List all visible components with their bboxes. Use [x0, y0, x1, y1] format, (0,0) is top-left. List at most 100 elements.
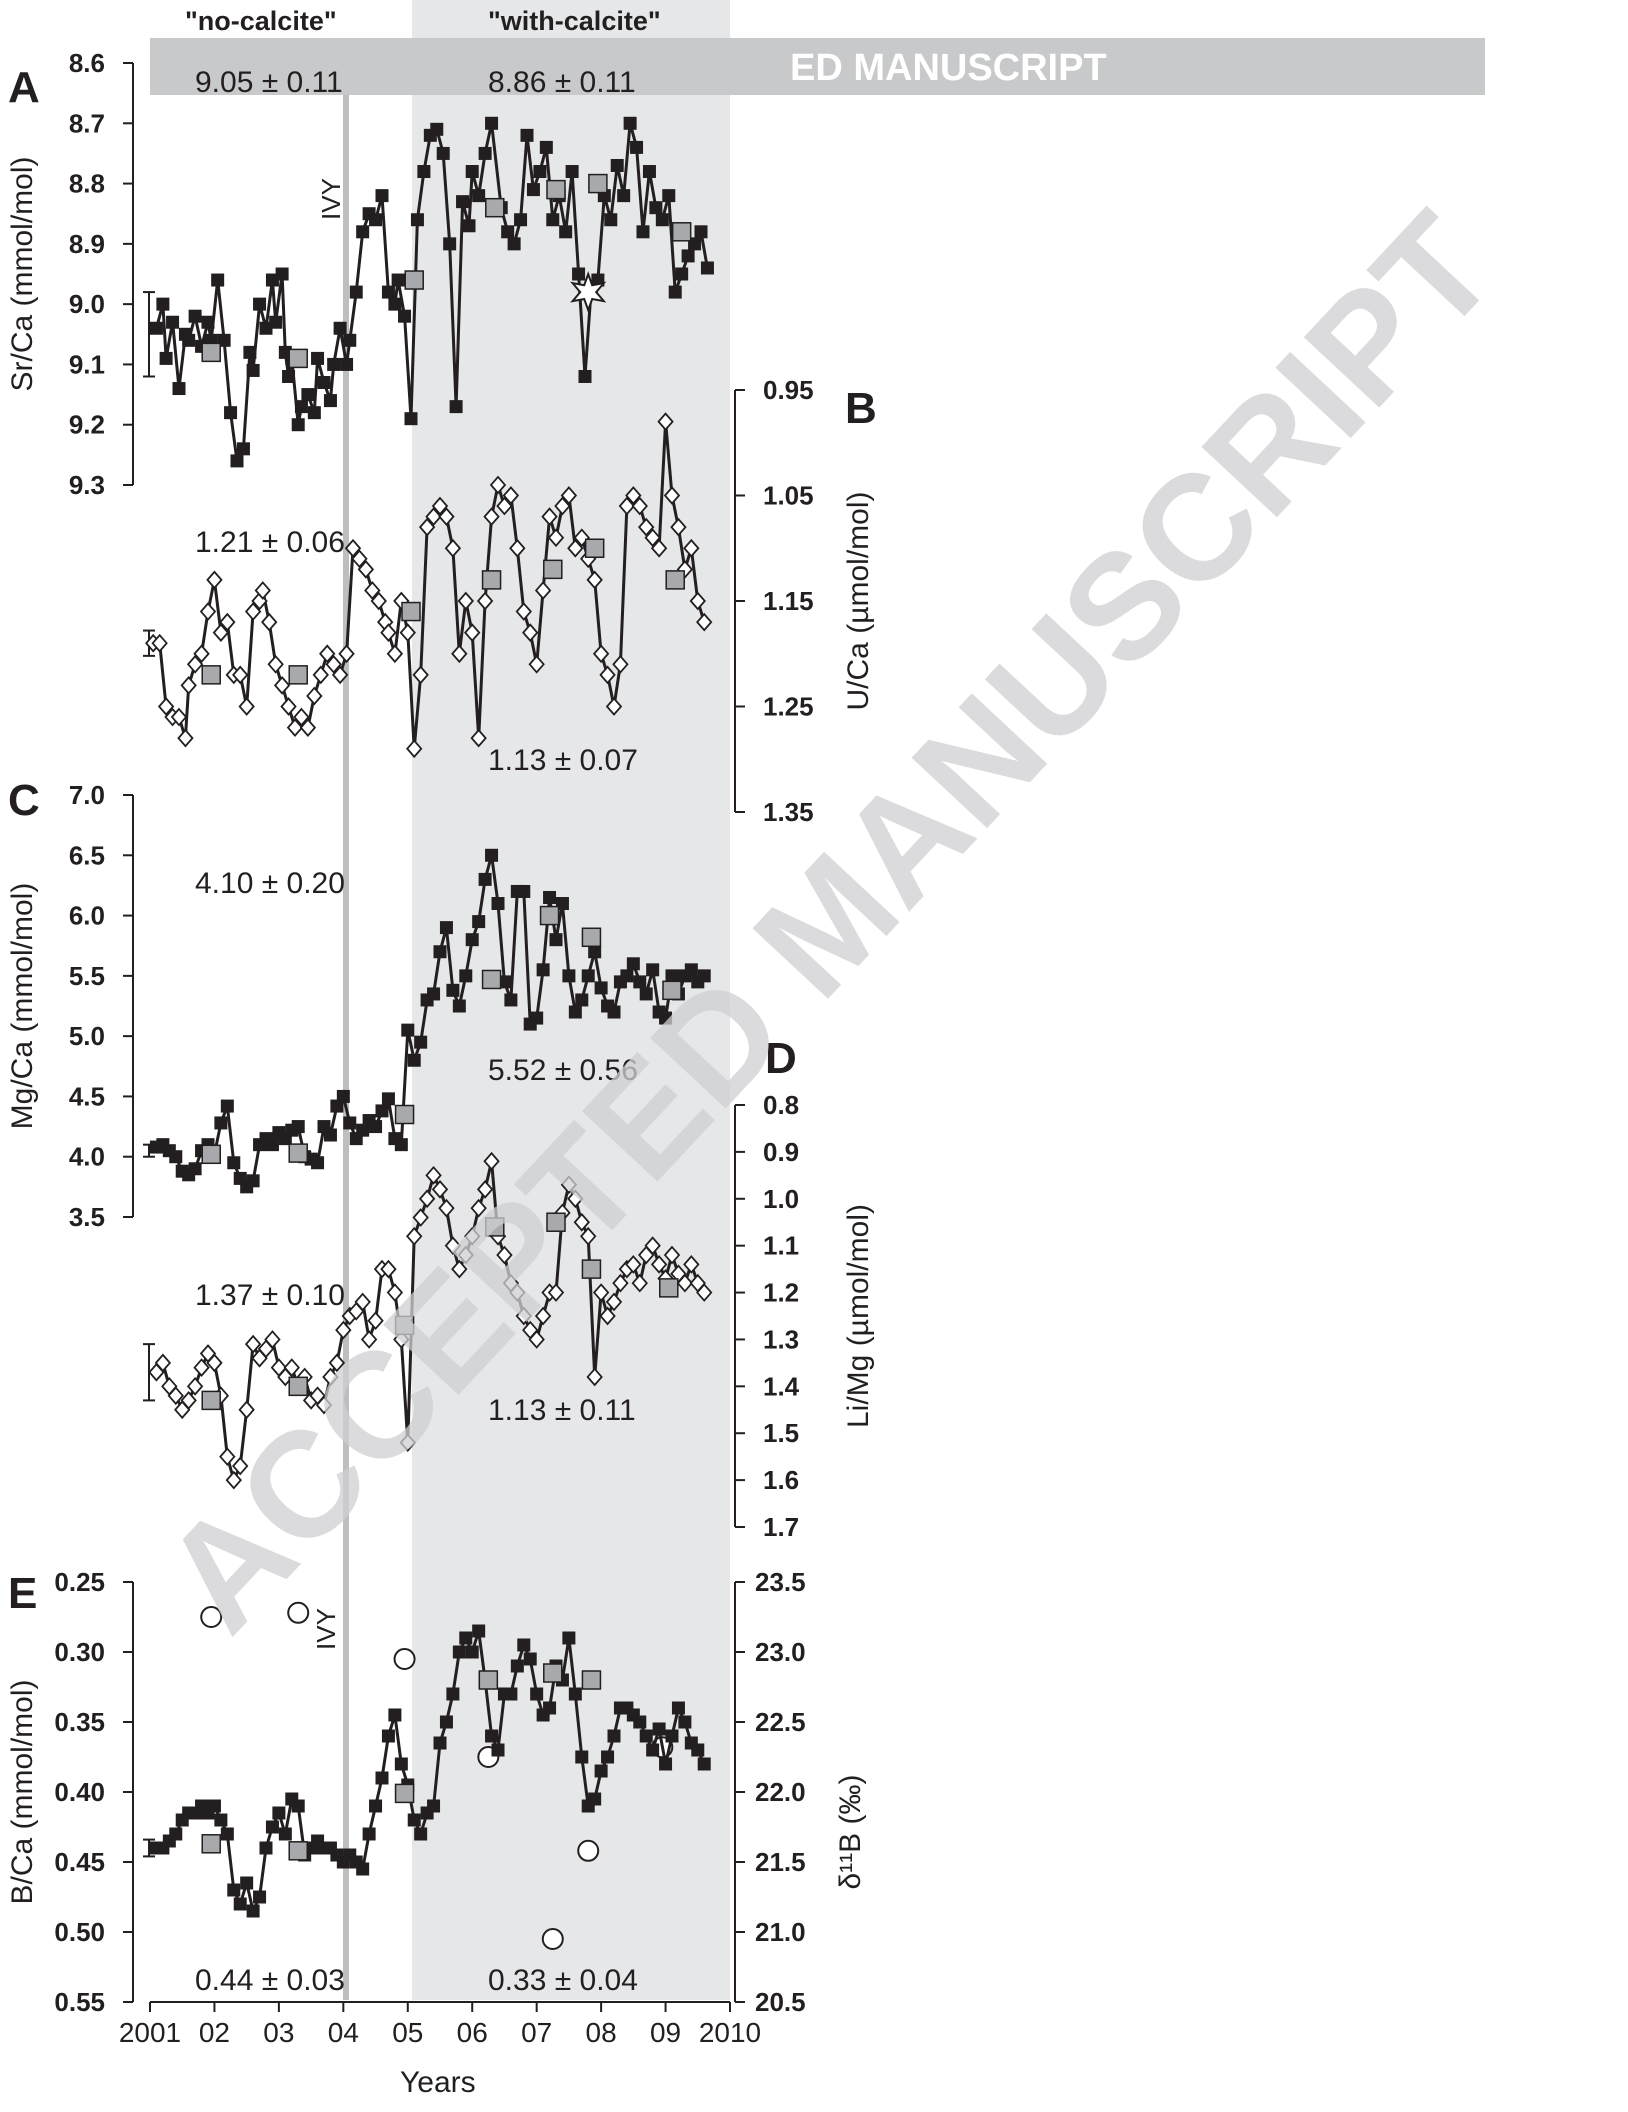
- mean-marker: [539, 905, 560, 926]
- data-point: [465, 1645, 479, 1659]
- data-point: [681, 249, 695, 263]
- data-point: [393, 1330, 410, 1349]
- data-point: [533, 165, 547, 179]
- data-point: [212, 623, 230, 643]
- data-point: [269, 315, 283, 329]
- data-point: [211, 273, 225, 287]
- data-point: [599, 1306, 616, 1326]
- data-point: [414, 1827, 428, 1841]
- data-point: [546, 213, 560, 227]
- data-point: [433, 1736, 447, 1750]
- data-point: [534, 1306, 552, 1326]
- data-point: [299, 718, 317, 737]
- data-point: [207, 1799, 221, 1813]
- data-point: [344, 538, 362, 558]
- y-tick-label: 8.7: [69, 108, 105, 138]
- data-point: [425, 1165, 442, 1185]
- mean-marker: [288, 348, 308, 369]
- data-point: [272, 1806, 286, 1820]
- data-point: [259, 1841, 273, 1855]
- data-point: [507, 237, 521, 251]
- data-point: [502, 486, 520, 505]
- data-point: [449, 400, 463, 414]
- data-point: [605, 697, 623, 716]
- mean-marker: [288, 665, 308, 685]
- data-point: [568, 1005, 582, 1019]
- data-point: [501, 225, 515, 239]
- data-point: [328, 1353, 346, 1373]
- mean-marker: [659, 1278, 679, 1298]
- y-tick-label: 5.5: [69, 961, 105, 991]
- data-point: [599, 665, 616, 685]
- data-point: [644, 528, 661, 548]
- data-point: [356, 225, 370, 239]
- data-point: [657, 412, 674, 432]
- data-point: [220, 1099, 234, 1113]
- y-axis-label: U/Ca (µmol/mol): [842, 492, 875, 711]
- data-point: [601, 1750, 615, 1764]
- d11b-point: [393, 1648, 416, 1670]
- data-point: [265, 1138, 279, 1152]
- data-point: [509, 1283, 526, 1302]
- data-point: [549, 933, 563, 947]
- data-point: [219, 1447, 236, 1467]
- mean-marker: [588, 173, 608, 194]
- data-point: [246, 363, 260, 377]
- data-point: [700, 261, 714, 275]
- y-axis-label: Li/Mg (µmol/mol): [842, 1204, 875, 1428]
- data-point: [254, 581, 271, 600]
- data-point: [439, 1715, 453, 1729]
- manuscript-banner: [150, 38, 1485, 95]
- data-point: [356, 1862, 370, 1876]
- data-point: [406, 739, 423, 759]
- data-point: [625, 1255, 642, 1274]
- mean-marker: [201, 342, 221, 363]
- data-point: [431, 496, 449, 516]
- x-tick-label: 2001: [119, 2017, 181, 2048]
- data-point: [381, 1092, 395, 1106]
- mean-marker: [543, 1663, 563, 1683]
- mean-marker: [671, 222, 692, 242]
- data-point: [562, 1631, 576, 1645]
- data-point: [472, 189, 486, 203]
- panel-d: 0.8 0.9 1.0 1.1 1.2 1.3 1.4 1.5 1.6 1.7 Li/Mg (µmo…: [143, 1034, 875, 1542]
- data-point: [436, 146, 450, 160]
- data-point: [523, 1652, 537, 1666]
- series-line: [153, 420, 706, 751]
- data-point: [638, 517, 655, 537]
- data-point: [649, 201, 663, 215]
- data-point: [338, 644, 355, 664]
- data-point: [186, 654, 204, 674]
- data-point: [369, 1120, 383, 1134]
- data-point: [182, 333, 196, 347]
- data-point: [476, 591, 494, 611]
- data-point: [418, 1189, 436, 1209]
- panel-letter: E: [8, 1569, 37, 1618]
- data-point: [465, 933, 479, 947]
- data-point: [335, 1320, 352, 1340]
- data-point: [543, 890, 557, 904]
- panels: 8.6 8.7 8.8 8.9 9.0 9.1 9.2 9.3 Sr/Ca (mmol/mol)…: [6, 48, 877, 2017]
- y-tick-label: 1.5: [763, 1418, 799, 1448]
- data-point: [694, 225, 708, 239]
- data-point: [620, 969, 634, 983]
- data-point: [562, 969, 576, 983]
- data-point: [220, 1827, 234, 1841]
- stat-no-calcite: 4.10 ± 0.20: [195, 867, 345, 900]
- data-point: [431, 1180, 449, 1199]
- data-point: [407, 1053, 421, 1067]
- data-point: [560, 486, 578, 505]
- data-point: [610, 158, 624, 172]
- data-point: [683, 1255, 700, 1274]
- data-point: [465, 165, 479, 179]
- mean-marker: [401, 601, 421, 622]
- data-point: [232, 665, 249, 685]
- data-point: [509, 538, 526, 558]
- data-point: [496, 1245, 513, 1265]
- x-tick-label: 09: [650, 2017, 681, 2048]
- data-point: [451, 644, 468, 664]
- data-point: [286, 718, 304, 737]
- y-tick-label: 1.0: [763, 1184, 799, 1214]
- data-point: [214, 1813, 228, 1827]
